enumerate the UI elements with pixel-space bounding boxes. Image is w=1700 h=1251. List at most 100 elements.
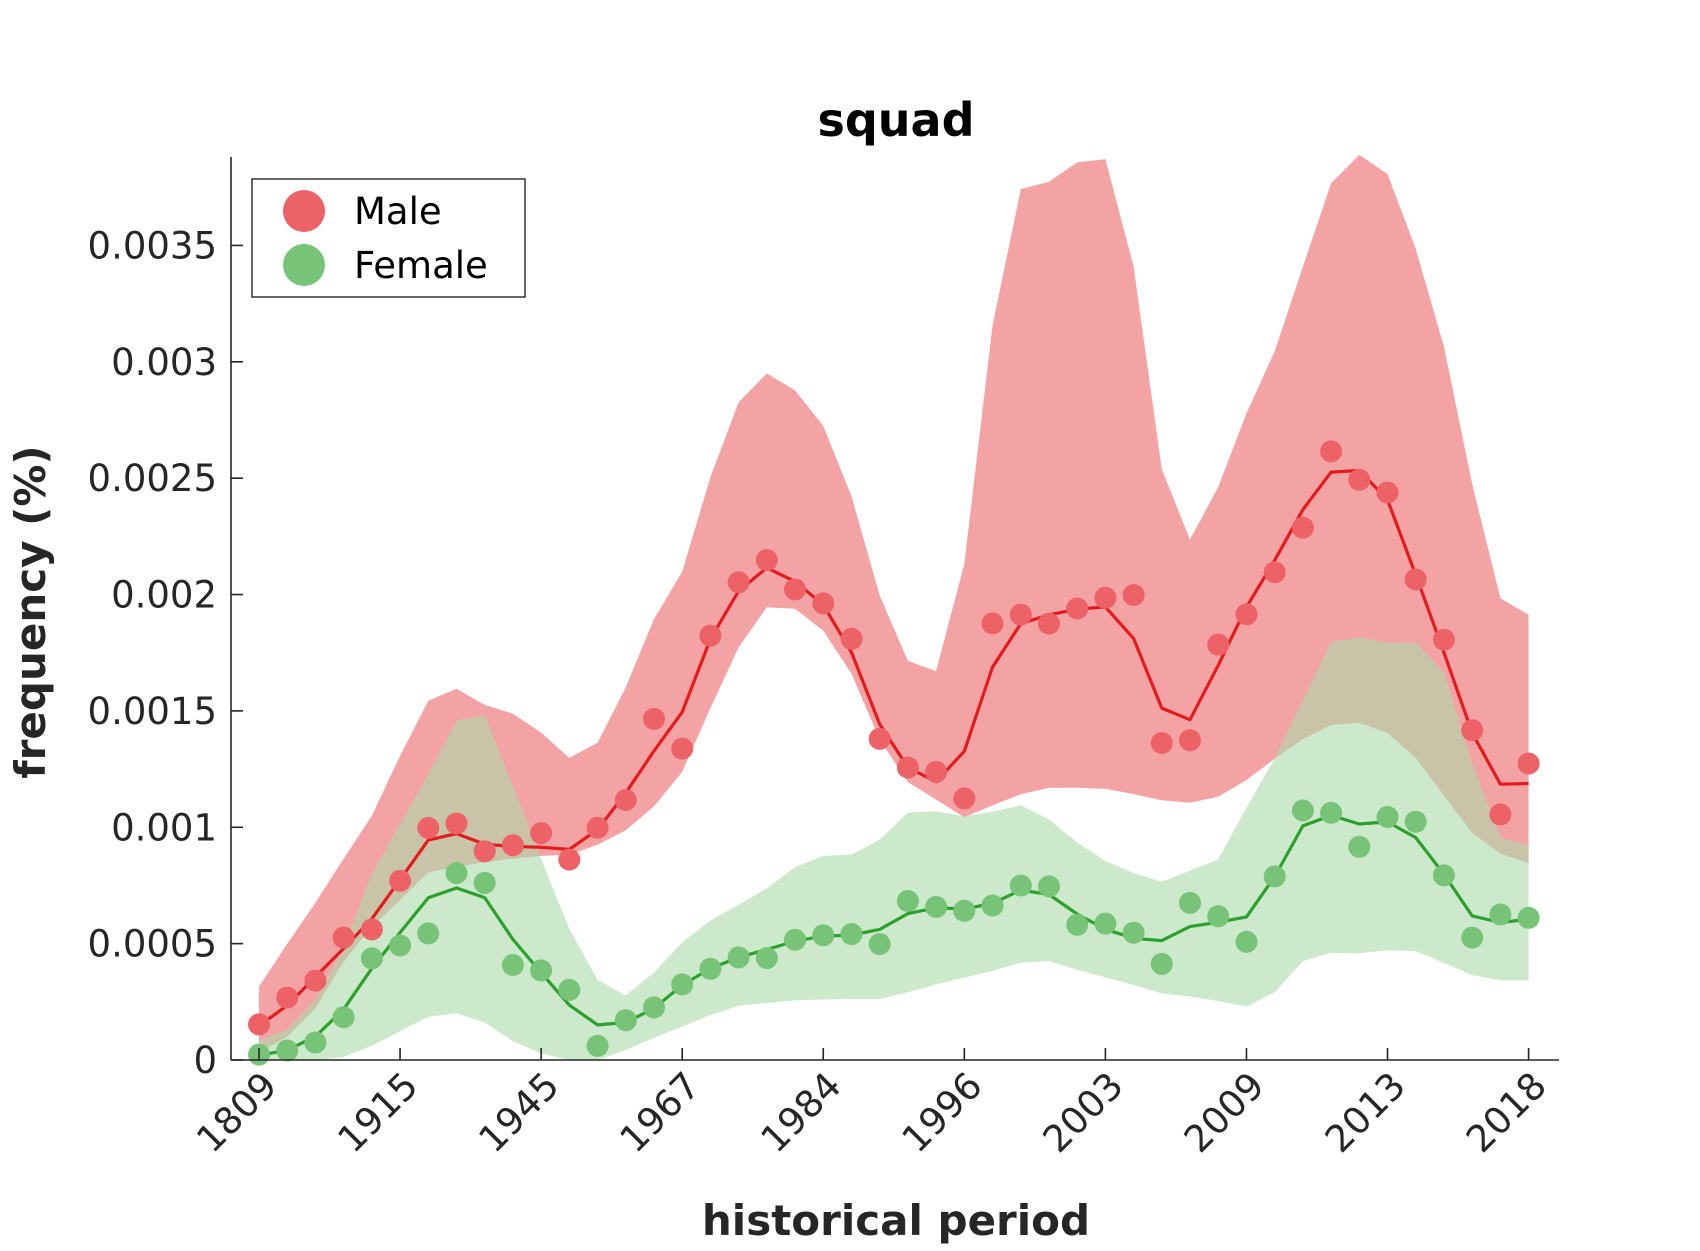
x-tick-label: 1996: [894, 1064, 991, 1161]
male-point-34: [1207, 633, 1230, 656]
female-point-35: [1235, 930, 1258, 953]
female-point-29: [1066, 913, 1089, 936]
x-tick-label: 1945: [470, 1064, 567, 1161]
male-trend-line: [258, 468, 1529, 1028]
male-point-24: [925, 760, 948, 783]
female-point-20: [812, 924, 835, 947]
x-axis-title: historical period: [702, 1196, 1090, 1245]
female-point-15: [671, 973, 694, 996]
female-point-13: [614, 1009, 637, 1032]
female-point-36: [1263, 865, 1286, 888]
y-tick-label: 0.0015: [88, 690, 217, 733]
male-point-42: [1432, 628, 1455, 651]
x-tick-label: 2018: [1458, 1064, 1555, 1161]
female-point-10: [530, 959, 553, 982]
male-point-7: [445, 812, 468, 835]
female-point-7: [445, 862, 468, 885]
female-point-41: [1404, 810, 1427, 833]
female-point-24: [925, 895, 948, 918]
male-point-4: [360, 918, 383, 941]
male-point-23: [896, 756, 919, 779]
female-point-30: [1094, 912, 1117, 935]
male-point-20: [812, 592, 835, 615]
y-tick-label: 0.0005: [88, 923, 217, 966]
female-point-18: [755, 947, 778, 970]
male-point-17: [727, 571, 750, 594]
female-point-39: [1348, 835, 1371, 858]
male-point-38: [1320, 440, 1343, 463]
legend-marker-male: [283, 190, 325, 232]
female-point-23: [896, 890, 919, 912]
male-point-21: [840, 627, 863, 650]
male-point-1: [276, 986, 299, 1009]
male-point-25: [953, 787, 976, 810]
male-point-16: [699, 624, 722, 647]
male-point-44: [1489, 803, 1512, 826]
male-point-9: [501, 834, 524, 857]
female-point-37: [1291, 799, 1314, 822]
female-point-40: [1376, 806, 1399, 828]
male-point-33: [1179, 729, 1201, 752]
x-tick-label: 2013: [1317, 1064, 1414, 1161]
male-point-37: [1291, 516, 1314, 539]
male-point-19: [784, 578, 806, 601]
male-band: [259, 154, 1529, 1053]
confidence-bands: [259, 154, 1529, 1060]
female-point-26: [981, 894, 1004, 917]
y-axis-title: frequency (%): [6, 445, 55, 778]
x-tick-label: 2003: [1035, 1064, 1132, 1161]
male-point-43: [1461, 719, 1484, 742]
chart-title: squad: [817, 93, 974, 147]
legend-marker-female: [283, 244, 325, 286]
male-point-26: [981, 612, 1004, 635]
male-point-40: [1376, 481, 1399, 504]
female-band: [259, 637, 1529, 1060]
female-point-43: [1461, 926, 1484, 949]
female-point-12: [586, 1034, 609, 1057]
female-point-45: [1517, 906, 1540, 929]
male-point-18: [755, 549, 778, 572]
female-point-34: [1207, 905, 1230, 928]
female-point-31: [1122, 921, 1145, 944]
female-point-1: [276, 1039, 299, 1062]
y-tick-label: 0: [193, 1039, 217, 1082]
female-point-6: [417, 922, 440, 945]
male-point-41: [1404, 568, 1427, 591]
female-point-11: [558, 978, 581, 1001]
male-point-31: [1122, 584, 1145, 606]
male-point-14: [643, 707, 665, 730]
male-point-27: [1009, 603, 1032, 626]
female-point-4: [360, 947, 383, 970]
male-point-11: [558, 848, 581, 871]
female-point-21: [840, 923, 863, 946]
male-point-8: [473, 840, 496, 863]
male-point-28: [1038, 612, 1060, 635]
female-point-8: [473, 871, 496, 894]
male-point-15: [671, 737, 694, 760]
male-point-30: [1094, 586, 1117, 609]
x-tick-label: 2009: [1176, 1064, 1273, 1161]
male-point-32: [1150, 732, 1173, 754]
female-point-33: [1179, 891, 1201, 914]
male-point-29: [1066, 597, 1089, 620]
male-point-3: [332, 926, 355, 949]
y-tick-label: 0.003: [111, 341, 217, 384]
female-point-25: [953, 899, 976, 922]
female-point-44: [1489, 903, 1512, 926]
female-point-38: [1320, 801, 1343, 824]
female-point-28: [1038, 875, 1060, 898]
female-point-17: [727, 946, 750, 969]
male-point-35: [1235, 603, 1258, 626]
male-point-13: [614, 789, 637, 811]
female-point-3: [332, 1006, 355, 1029]
male-point-22: [868, 727, 891, 750]
male-point-2: [304, 969, 327, 992]
male-point-12: [586, 816, 609, 839]
female-point-5: [389, 934, 412, 957]
female-point-2: [304, 1031, 327, 1054]
data-points: [248, 440, 1540, 1066]
x-tick-label: 1967: [612, 1064, 709, 1161]
male-point-45: [1517, 752, 1540, 775]
female-point-16: [699, 957, 722, 980]
